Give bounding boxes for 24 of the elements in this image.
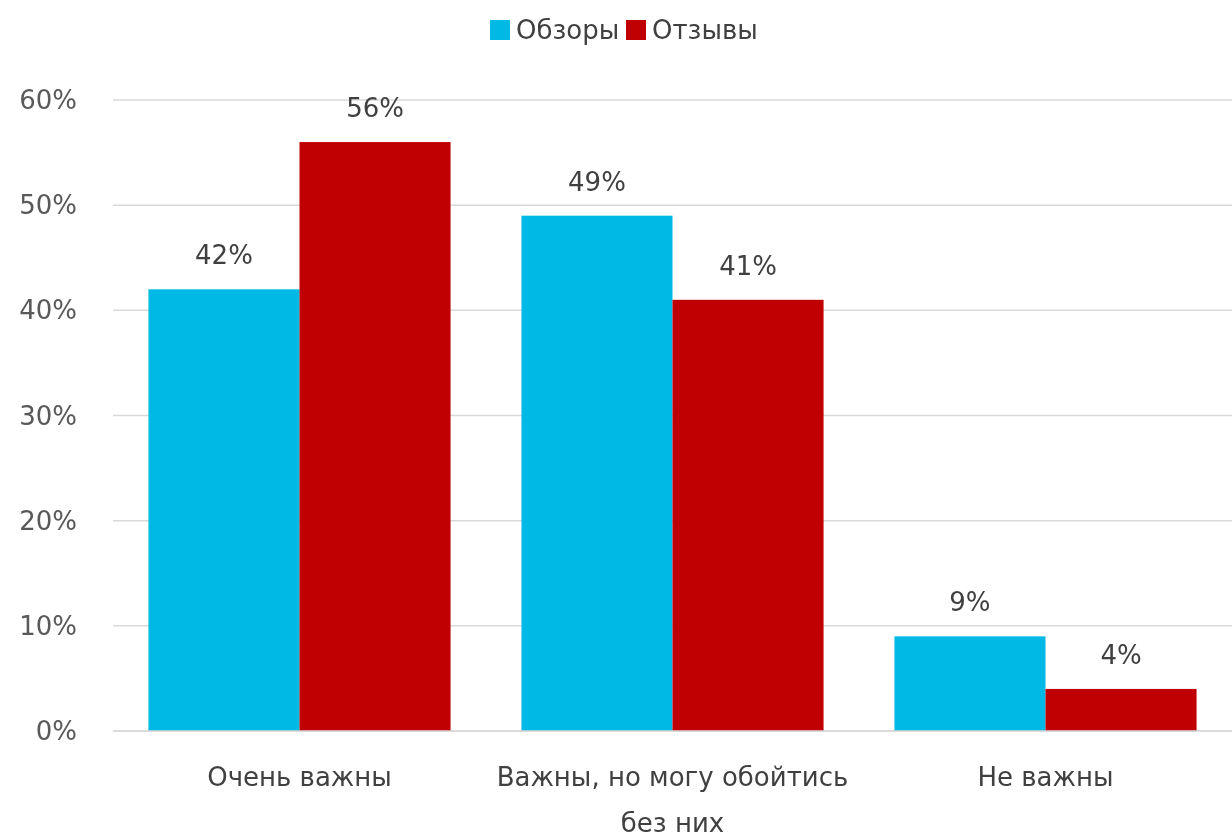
y-tick-label: 10%: [19, 610, 77, 641]
x-tick-label: Очень важны: [207, 762, 392, 792]
x-tick-label: Важны, но могу обойтись без них: [496, 762, 849, 835]
bar: [299, 142, 451, 731]
data-label: 9%: [949, 587, 991, 618]
data-label: 49%: [568, 166, 626, 197]
x-tick-label: Не важны: [977, 762, 1114, 792]
data-label: 42%: [195, 240, 253, 271]
bar: [1045, 688, 1197, 731]
data-label: 56%: [346, 93, 404, 124]
y-tick-label: 0%: [35, 716, 77, 747]
y-tick-label: 50%: [19, 190, 77, 221]
bar: [148, 289, 300, 731]
y-tick-label: 60%: [19, 85, 77, 116]
legend-label: Отзывы: [652, 15, 758, 46]
y-tick-label: 40%: [19, 295, 77, 326]
bar: [521, 215, 673, 731]
data-label: 41%: [719, 250, 777, 281]
bar: [894, 636, 1046, 731]
data-label: 4%: [1100, 639, 1142, 670]
y-tick-label: 20%: [19, 505, 77, 536]
y-tick-label: 30%: [19, 400, 77, 431]
legend-label: Обзоры: [516, 15, 620, 46]
bar: [672, 299, 824, 731]
